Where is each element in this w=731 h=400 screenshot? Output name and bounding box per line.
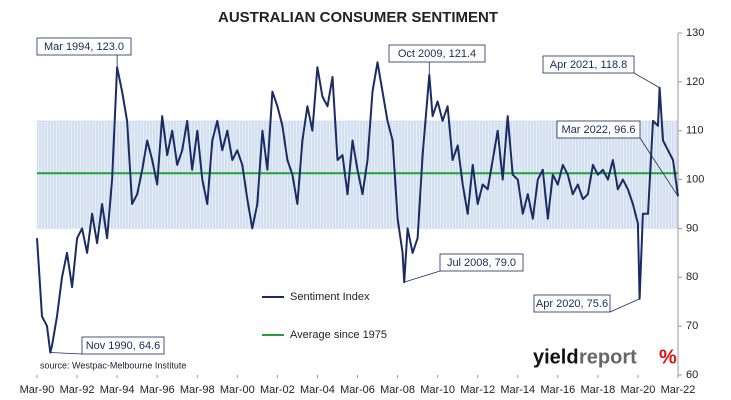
annotation-arrow (639, 137, 679, 197)
watermark: report (579, 346, 637, 368)
x-tick-label: Mar-20 (621, 384, 656, 396)
chart-title: AUSTRALIAN CONSUMER SENTIMENT (218, 9, 498, 26)
y-tick-label: 90 (686, 222, 698, 234)
y-tick-label: 70 (686, 320, 698, 332)
annotation-arrow (50, 352, 83, 355)
x-tick-label: Mar-18 (580, 384, 615, 396)
legend-label: Sentiment Index (290, 291, 370, 303)
legend-label: Average since 1975 (290, 329, 387, 341)
x-tick-label: Mar-08 (380, 384, 415, 396)
x-tick-label: Mar-98 (180, 384, 215, 396)
x-tick-label: Mar-92 (60, 384, 95, 396)
x-tick-label: Mar-14 (500, 384, 535, 396)
x-tick-label: Mar-22 (661, 384, 696, 396)
x-tick-label: Mar-00 (220, 384, 255, 396)
annotation-arrow (609, 298, 640, 313)
annotation-label: Jul 2008, 79.0 (447, 257, 516, 269)
y-tick-label: 100 (686, 173, 704, 185)
y-tick-label: 60 (686, 369, 698, 381)
x-tick-label: Mar-12 (460, 384, 495, 396)
x-tick-label: Mar-16 (540, 384, 575, 396)
annotation-label: Apr 2020, 75.6 (536, 298, 608, 310)
annotation-label: Apr 2021, 118.8 (550, 59, 627, 71)
annotation-box (533, 294, 611, 313)
annotation-box (388, 44, 486, 63)
annotation-box (439, 253, 524, 272)
x-tick-label: Mar-06 (340, 384, 375, 396)
series-line (36, 61, 679, 354)
annotation-arrow (633, 72, 660, 89)
annotation-box (81, 336, 165, 355)
x-tick-label: Mar-02 (260, 384, 295, 396)
annotation-label: Oct 2009, 121.4 (398, 48, 476, 60)
annotation-label: Mar 1994, 123.0 (44, 41, 124, 53)
y-tick-label: 110 (686, 125, 704, 137)
y-tick-label: 80 (686, 271, 698, 283)
x-tick-label: Mar-90 (20, 384, 55, 396)
annotation-box (542, 55, 635, 74)
y-tick-label: 130 (686, 27, 704, 39)
watermark: % (659, 346, 677, 368)
x-tick-label: Mar-10 (420, 384, 455, 396)
annotation-box (36, 37, 132, 56)
annotation-arrow (404, 270, 441, 283)
source-note: source: Westpac-Melbourne Institute (40, 360, 186, 370)
x-tick-label: Mar-96 (140, 384, 175, 396)
x-tick-label: Mar-94 (100, 384, 135, 396)
y-tick-label: 120 (686, 76, 704, 88)
annotation-box (556, 120, 641, 139)
x-tick-label: Mar-04 (300, 384, 335, 396)
annotation-label: Nov 1990, 64.6 (86, 340, 161, 352)
annotation-label: Mar 2022, 96.6 (562, 124, 636, 136)
watermark: yield (533, 346, 579, 368)
